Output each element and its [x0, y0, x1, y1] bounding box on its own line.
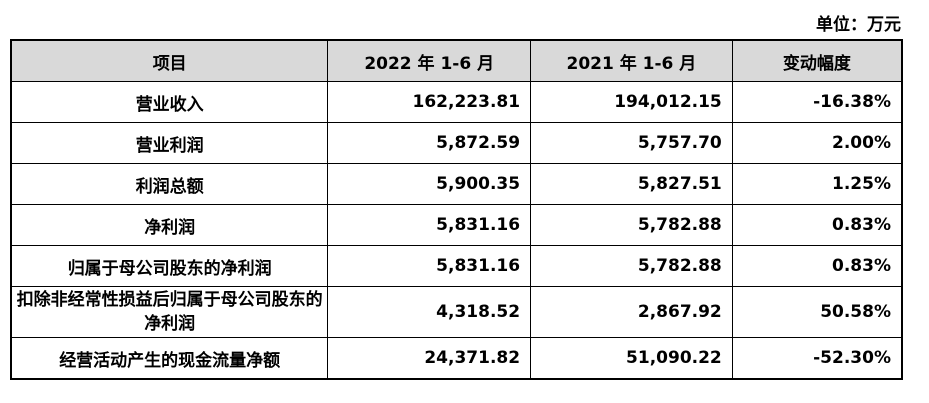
row-label: 归属于母公司股东的净利润: [10, 245, 329, 287]
row-label: 营业收入: [10, 81, 329, 123]
header-row: 项目 2022 年 1-6 月 2021 年 1-6 月 变动幅度: [10, 39, 903, 82]
change-rate: 0.83%: [731, 245, 903, 287]
row-label: 利润总额: [10, 163, 329, 205]
table-row: 利润总额 5,900.35 5,827.51 1.25%: [10, 163, 903, 205]
table-row: 经营活动产生的现金流量净额 24,371.82 51,090.22 -52.30%: [10, 337, 903, 380]
row-label: 净利润: [10, 204, 329, 246]
unit-label: 单位：万元: [816, 15, 901, 35]
financial-table: 项目 2022 年 1-6 月 2021 年 1-6 月 变动幅度 营业收入 16…: [10, 39, 903, 380]
value-2021: 51,090.22: [530, 337, 733, 380]
header-2022: 2022 年 1-6 月: [327, 39, 532, 82]
value-2022: 5,900.35: [327, 163, 532, 205]
value-2022: 5,831.16: [327, 204, 532, 246]
header-change: 变动幅度: [731, 39, 903, 82]
change-rate: -52.30%: [731, 337, 903, 380]
table-row: 营业利润 5,872.59 5,757.70 2.00%: [10, 122, 903, 164]
change-rate: 2.00%: [731, 122, 903, 164]
header-item: 项目: [10, 39, 329, 82]
value-2022: 5,872.59: [327, 122, 532, 164]
header-2021: 2021 年 1-6 月: [530, 39, 733, 82]
table-row: 归属于母公司股东的净利润 5,831.16 5,782.88 0.83%: [10, 245, 903, 287]
value-2022: 5,831.16: [327, 245, 532, 287]
value-2022: 24,371.82: [327, 337, 532, 380]
table-row: 营业收入 162,223.81 194,012.15 -16.38%: [10, 81, 903, 123]
value-2021: 5,827.51: [530, 163, 733, 205]
change-rate: 1.25%: [731, 163, 903, 205]
change-rate: -16.38%: [731, 81, 903, 123]
value-2021: 194,012.15: [530, 81, 733, 123]
row-label: 扣除非经常性损益后归属于母公司股东的净利润: [10, 286, 329, 338]
value-2022: 162,223.81: [327, 81, 532, 123]
value-2021: 2,867.92: [530, 286, 733, 338]
value-2022: 4,318.52: [327, 286, 532, 338]
change-rate: 50.58%: [731, 286, 903, 338]
value-2021: 5,757.70: [530, 122, 733, 164]
table-row: 扣除非经常性损益后归属于母公司股东的净利润 4,318.52 2,867.92 50.…: [10, 286, 903, 338]
value-2021: 5,782.88: [530, 245, 733, 287]
change-rate: 0.83%: [731, 204, 903, 246]
table-row: 净利润 5,831.16 5,782.88 0.83%: [10, 204, 903, 246]
row-label: 经营活动产生的现金流量净额: [10, 337, 329, 380]
row-label: 营业利润: [10, 122, 329, 164]
value-2021: 5,782.88: [530, 204, 733, 246]
